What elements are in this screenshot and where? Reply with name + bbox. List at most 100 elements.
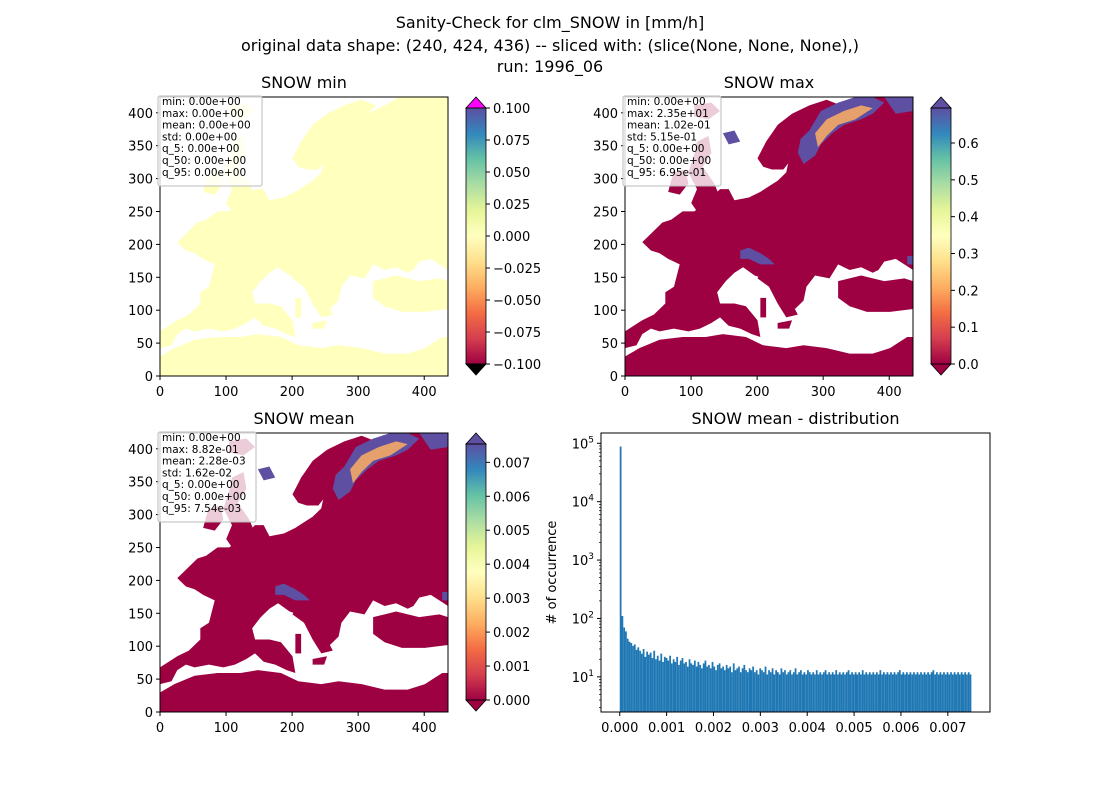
map-xtick-label: 200 (280, 385, 305, 400)
hist-bar (777, 672, 779, 712)
hist-bar (752, 666, 755, 712)
hist-ytick-label: 103 (572, 552, 594, 569)
map-ytick-label: 300 (593, 173, 618, 188)
hist-bar (738, 666, 740, 712)
hist-bar (649, 652, 652, 712)
hist-bar (967, 672, 970, 712)
hist-xtick-label: 0.001 (648, 721, 685, 736)
hist-bar (782, 672, 785, 712)
colorbar-extend-top (465, 432, 487, 445)
hist-bar (847, 670, 850, 712)
colorbar-tick-label: −0.075 (493, 326, 541, 341)
hist-bar (918, 674, 921, 712)
hist-bar (743, 664, 746, 712)
snow-region-2 (740, 247, 775, 265)
hist-bar (937, 674, 940, 712)
hist-bar (858, 672, 861, 712)
hist-bar (822, 672, 825, 712)
hist-bar (930, 672, 933, 712)
hist-bar (955, 674, 958, 712)
stats-line: max: 8.82e-01 (162, 444, 239, 456)
hist-bar (775, 670, 778, 712)
stats-line: max: 0.00e+00 (162, 108, 244, 120)
hist-bar (962, 674, 965, 712)
hist-bar (868, 672, 871, 712)
land-polygon-6 (757, 267, 798, 318)
hist-bar (702, 663, 705, 712)
hist-bar (904, 674, 906, 712)
stats-line: std: 1.62e-02 (162, 467, 232, 479)
hist-bar (964, 672, 967, 712)
map-ytick-label: 400 (128, 107, 153, 122)
colorbar-frame (930, 107, 952, 365)
hist-bar (701, 668, 703, 712)
hist-bar (748, 668, 751, 712)
map-ytick-label: 0 (145, 370, 153, 385)
map-xtick-label: 300 (811, 385, 836, 400)
map-xtick-label: 300 (346, 385, 371, 400)
hist-bar (833, 674, 836, 712)
colorbar-tick-label: 0.000 (493, 694, 530, 709)
map-ytick-label: 400 (128, 443, 153, 458)
hist-bar (713, 666, 716, 712)
map-xtick-label: 0 (156, 721, 164, 736)
hist-ytick-label: 105 (572, 435, 594, 452)
hist-bar (741, 668, 744, 712)
map-axes-frame (159, 96, 449, 377)
hist-bar (966, 674, 968, 712)
hist-bar (778, 674, 781, 712)
map-xtick-label: 100 (679, 385, 704, 400)
map-ytick-label: 150 (593, 271, 618, 286)
land-polygon-1 (160, 670, 448, 712)
hist-bar (900, 674, 903, 712)
snow-region-3 (257, 466, 276, 481)
hist-bar (946, 672, 949, 712)
hist-bar (881, 674, 884, 712)
map-ytick-label: 350 (128, 140, 153, 155)
land-polygon-9 (373, 275, 448, 312)
hist-bar (953, 672, 956, 712)
hist-bar (723, 670, 726, 712)
hist-bar (828, 672, 831, 712)
map-xtick-label: 400 (877, 385, 902, 400)
map-xtick-label: 100 (214, 721, 239, 736)
hist-title: SNOW mean - distribution (691, 409, 899, 428)
colorbar-tick-label: −0.050 (493, 294, 541, 309)
land-polygon-9 (838, 275, 913, 312)
hist-bar (870, 674, 873, 712)
hist-bar (662, 661, 664, 712)
map-axes-frame (624, 96, 914, 377)
colorbar-tick-label: −0.025 (493, 262, 541, 277)
hist-bar (785, 674, 788, 712)
hist-bar (814, 674, 816, 712)
hist-bar (628, 641, 631, 712)
hist-bar (683, 663, 686, 712)
hist-bar (750, 670, 753, 712)
map-xtick-label: 200 (280, 721, 305, 736)
hist-bar (764, 666, 767, 712)
hist-bar (739, 672, 742, 712)
hist-xtick-label: 0.000 (601, 721, 638, 736)
hist-bar (697, 661, 700, 712)
hist-bar (642, 648, 645, 712)
map-panel-max: SNOW max 0 100 200 300 400 0 50 100 150 200 250 300 3… (593, 73, 979, 400)
colorbar-tick-label: 0.000 (493, 230, 530, 245)
hist-bar (826, 674, 829, 712)
hist-bar (773, 674, 776, 712)
hist-bar (842, 672, 845, 712)
map-xtick-label: 200 (745, 385, 770, 400)
hist-bar (718, 663, 721, 712)
map-ytick-label: 300 (128, 509, 153, 524)
hist-bar (921, 674, 924, 712)
hist-bar (725, 664, 728, 712)
hist-bar (780, 668, 783, 712)
hist-bar (939, 672, 942, 712)
colorbar-extend-bottom (465, 699, 487, 712)
hist-xtick-label: 0.005 (835, 721, 872, 736)
stats-box (622, 95, 722, 187)
hist-bar (909, 672, 912, 712)
hist-bar (872, 672, 875, 712)
colorbar-gradient (931, 108, 951, 364)
hist-bar (865, 672, 868, 712)
